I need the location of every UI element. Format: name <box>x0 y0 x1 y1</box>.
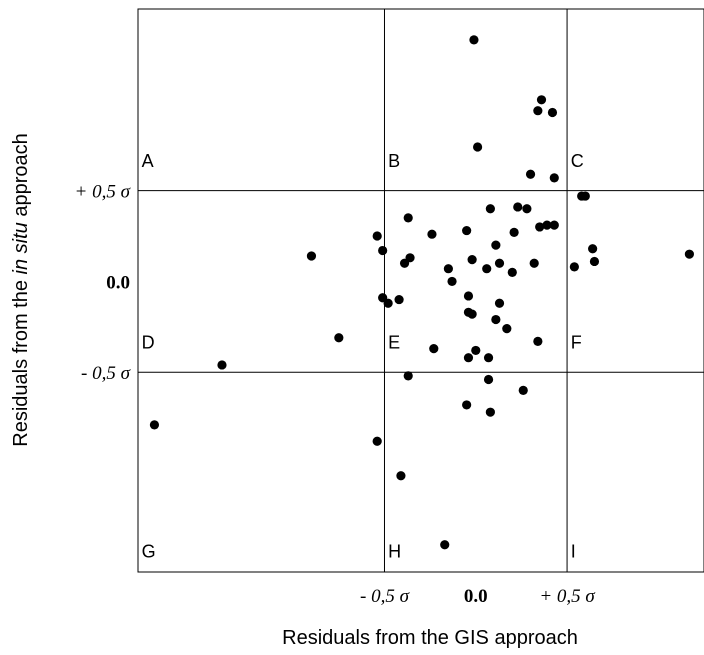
data-point-40 <box>463 291 474 301</box>
data-point-15 <box>522 204 532 214</box>
data-point-48 <box>429 344 439 354</box>
data-point-12 <box>462 225 472 236</box>
data-point-51 <box>483 353 494 363</box>
region-label-i: I <box>571 541 576 561</box>
data-point-49 <box>471 345 481 356</box>
y-axis-title-prefix: Residuals from the <box>10 274 32 446</box>
data-point-46 <box>334 333 344 343</box>
region-label-h: H <box>388 541 401 561</box>
data-point-26 <box>569 262 579 272</box>
data-point-52 <box>217 360 227 370</box>
region-label-b: B <box>388 151 400 171</box>
region-labels: A B C D E F G H I <box>142 151 584 561</box>
plot-frame <box>137 8 704 573</box>
data-point-29 <box>684 249 694 259</box>
y-axis-title-suffix: approach <box>10 133 32 222</box>
data-point-35 <box>494 258 505 268</box>
x-tick-label-2: 0.0 <box>464 586 488 607</box>
data-point-36 <box>507 267 517 277</box>
data-points <box>149 35 694 550</box>
data-point-38 <box>383 298 393 308</box>
data-point-20 <box>372 231 382 241</box>
x-tick-labels: - 0,5 σ 0.0 + 0,5 σ <box>360 586 595 607</box>
data-point-53 <box>403 371 413 381</box>
data-point-23 <box>399 258 410 268</box>
data-point-16 <box>535 222 545 232</box>
y-axis-title-italic: in situ <box>10 222 32 274</box>
data-point-56 <box>462 400 472 410</box>
data-point-27 <box>588 244 598 254</box>
data-point-30 <box>306 251 317 261</box>
data-point-19 <box>509 227 519 237</box>
data-point-43 <box>494 298 505 308</box>
data-point-17 <box>542 220 552 230</box>
y-tick-label-3: - 0,5 σ <box>81 363 131 384</box>
data-point-1 <box>469 35 479 45</box>
data-point-18 <box>549 220 559 230</box>
x-tick-label-3: + 0,5 σ <box>539 586 595 607</box>
data-point-2 <box>536 95 547 105</box>
region-label-e: E <box>388 333 400 353</box>
y-axis-title: Residuals from the in situ approach <box>10 133 32 447</box>
data-point-39 <box>394 294 404 305</box>
y-tick-labels: + 0,5 σ 0.0 - 0,5 σ <box>75 182 131 385</box>
data-point-11 <box>427 229 437 239</box>
data-point-60 <box>396 471 406 481</box>
region-label-g: G <box>142 541 156 561</box>
data-point-34 <box>482 264 492 274</box>
data-point-45 <box>502 324 512 334</box>
region-label-a: A <box>142 151 154 171</box>
x-tick-label-1: - 0,5 σ <box>360 586 410 607</box>
data-point-50 <box>463 353 474 363</box>
data-point-28 <box>589 256 600 267</box>
data-point-42 <box>467 309 477 319</box>
reference-lines <box>138 9 704 572</box>
data-point-58 <box>149 420 160 430</box>
data-point-14 <box>513 202 523 212</box>
data-point-44 <box>491 314 501 325</box>
data-point-5 <box>473 142 483 152</box>
data-point-32 <box>447 276 457 287</box>
data-point-21 <box>378 245 388 256</box>
region-label-f: F <box>571 333 582 353</box>
data-point-24 <box>491 240 501 250</box>
y-tick-label-2: 0.0 <box>106 272 130 293</box>
region-label-d: D <box>142 333 155 353</box>
x-axis-title: Residuals from the GIS approach <box>282 627 578 649</box>
data-point-55 <box>518 385 528 395</box>
data-point-4 <box>547 107 558 118</box>
data-point-61 <box>440 540 450 550</box>
data-point-10 <box>403 213 413 223</box>
data-point-57 <box>485 407 495 417</box>
y-tick-label-1: + 0,5 σ <box>75 182 131 203</box>
data-point-6 <box>525 169 536 179</box>
data-point-3 <box>533 106 543 116</box>
data-point-47 <box>533 336 543 346</box>
data-point-7 <box>549 173 559 183</box>
data-point-13 <box>485 204 495 214</box>
data-point-25 <box>529 258 539 268</box>
data-point-31 <box>443 264 453 274</box>
data-point-9 <box>580 191 590 201</box>
region-label-c: C <box>571 151 584 171</box>
data-point-33 <box>467 255 477 265</box>
data-point-54 <box>483 374 494 385</box>
data-point-59 <box>372 436 382 446</box>
